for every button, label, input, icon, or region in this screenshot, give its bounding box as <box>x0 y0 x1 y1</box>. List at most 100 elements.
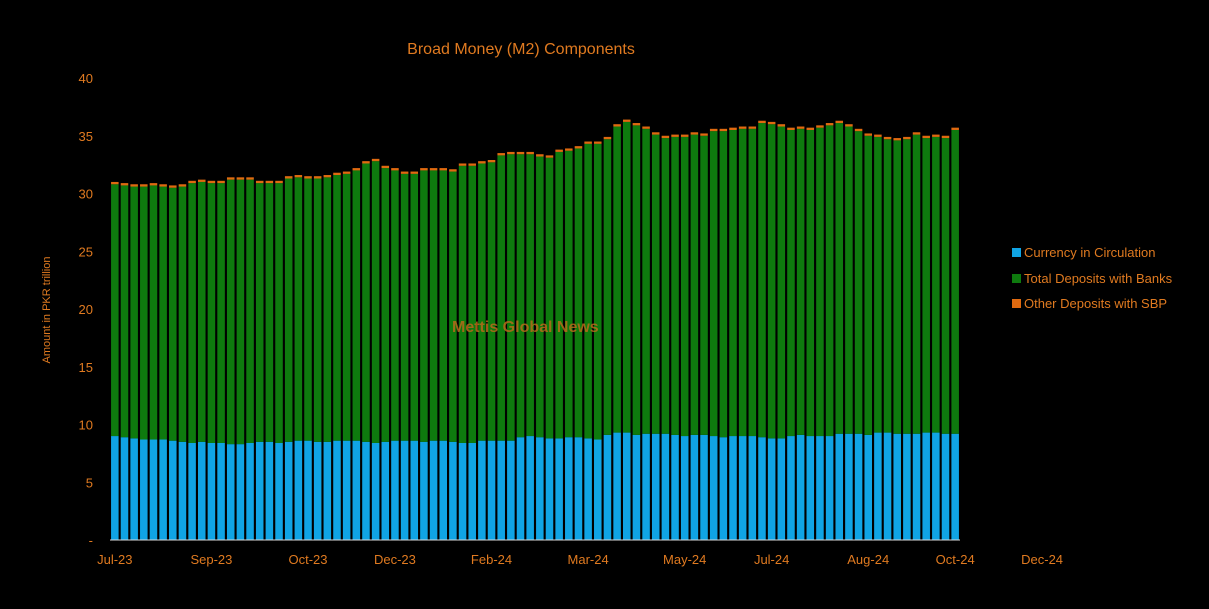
bar-series-1-point-79 <box>874 136 882 433</box>
bar-series-2-point-44 <box>536 154 544 157</box>
bar-series-0-point-62 <box>709 436 718 540</box>
bar-series-1-point-73 <box>816 127 824 437</box>
bar-series-1-point-56 <box>651 134 660 434</box>
bar-series-2-point-47 <box>565 148 573 151</box>
bar-series-2-point-42 <box>516 151 525 155</box>
bar-series-1-point-78 <box>864 135 872 435</box>
bars-group <box>111 119 959 540</box>
bar-series-0-point-57 <box>661 433 670 540</box>
bar-series-2-point-38 <box>478 161 486 164</box>
bar-series-2-point-82 <box>903 136 911 140</box>
bar-series-0-point-8 <box>188 442 196 540</box>
x-tick-label: Jul-23 <box>97 552 132 567</box>
bar-series-0-point-45 <box>545 438 554 540</box>
bar-series-0-point-81 <box>893 433 901 540</box>
y-axis-label: Amount in PKR trillion <box>41 257 53 364</box>
bar-series-2-point-57 <box>661 135 670 139</box>
bar-series-2-point-54 <box>632 123 641 126</box>
bar-series-0-point-11 <box>217 442 225 540</box>
legend-swatch <box>1012 248 1021 258</box>
bar-series-0-point-49 <box>584 438 592 540</box>
bar-series-1-point-47 <box>565 150 573 438</box>
bar-series-2-point-4 <box>149 183 158 186</box>
bar-series-2-point-60 <box>690 132 699 135</box>
bar-series-1-point-85 <box>932 136 940 433</box>
bar-series-2-point-19 <box>294 175 303 178</box>
bar-series-0-point-50 <box>594 439 602 540</box>
bar-series-0-point-61 <box>700 434 708 540</box>
bar-series-0-point-35 <box>449 441 457 540</box>
y-tick-label: 5 <box>86 475 93 490</box>
bar-series-0-point-59 <box>680 436 689 540</box>
bar-series-2-point-69 <box>777 124 786 127</box>
bar-series-2-point-63 <box>719 128 728 132</box>
bar-series-2-point-74 <box>825 123 834 126</box>
bar-series-1-point-2 <box>130 186 138 439</box>
x-tick-label: Aug-24 <box>847 552 889 567</box>
bar-series-2-point-45 <box>545 155 554 158</box>
bar-series-1-point-14 <box>246 179 254 443</box>
bar-series-1-point-11 <box>217 183 225 443</box>
bar-series-1-point-39 <box>487 162 496 441</box>
bar-series-1-point-4 <box>149 185 158 440</box>
bar-series-0-point-12 <box>226 444 235 540</box>
bar-series-1-point-48 <box>574 148 583 438</box>
bar-series-2-point-48 <box>574 146 583 149</box>
bar-series-2-point-14 <box>246 177 254 180</box>
y-tick-label: 20 <box>79 302 93 317</box>
bar-series-1-point-29 <box>391 170 399 441</box>
legend: Currency in Circulation Total Deposits wi… <box>1012 240 1172 317</box>
bar-series-1-point-16 <box>265 183 274 442</box>
bar-series-0-point-10 <box>207 442 216 540</box>
bar-series-0-point-58 <box>671 434 679 540</box>
bar-series-1-point-28 <box>381 168 390 442</box>
bar-series-2-point-87 <box>951 127 959 130</box>
bar-series-1-point-70 <box>787 129 795 437</box>
bar-series-2-point-25 <box>352 168 361 171</box>
bar-series-1-point-24 <box>342 173 351 441</box>
bar-series-0-point-55 <box>642 433 650 540</box>
bar-series-1-point-18 <box>284 178 293 442</box>
bar-series-1-point-61 <box>700 135 708 435</box>
bar-series-0-point-54 <box>632 434 641 540</box>
y-tick-label: 40 <box>79 71 93 86</box>
bar-series-2-point-55 <box>642 126 650 129</box>
y-tick-label: 35 <box>79 129 93 144</box>
bar-series-2-point-3 <box>140 184 148 187</box>
bar-series-0-point-73 <box>816 436 824 540</box>
bar-series-0-point-84 <box>922 432 930 540</box>
bar-series-2-point-51 <box>603 136 612 140</box>
bar-series-2-point-52 <box>613 124 621 127</box>
bar-series-2-point-20 <box>304 176 312 179</box>
bar-series-0-point-43 <box>526 436 534 540</box>
bar-series-1-point-3 <box>140 186 148 440</box>
bar-series-0-point-86 <box>941 433 950 540</box>
y-tick-label: 10 <box>79 418 93 433</box>
bar-series-1-point-57 <box>661 138 670 434</box>
bar-series-1-point-84 <box>922 138 930 433</box>
bar-series-1-point-7 <box>178 186 187 442</box>
bar-series-0-point-1 <box>120 437 129 540</box>
x-tick-label: Oct-23 <box>289 552 328 567</box>
bar-series-2-point-61 <box>700 133 708 136</box>
bar-series-1-point-80 <box>883 139 892 433</box>
bar-series-0-point-72 <box>806 436 815 540</box>
bar-series-0-point-38 <box>478 440 486 540</box>
bar-series-2-point-78 <box>864 133 872 136</box>
bar-series-2-point-6 <box>169 185 177 188</box>
bar-series-2-point-12 <box>226 177 235 180</box>
bar-series-2-point-75 <box>835 120 844 124</box>
bar-series-1-point-22 <box>323 177 332 442</box>
bar-series-1-point-5 <box>159 186 167 440</box>
bar-series-2-point-81 <box>893 138 901 141</box>
bar-series-0-point-60 <box>690 434 699 540</box>
bar-series-0-point-64 <box>729 436 737 540</box>
legend-item-0: Currency in Circulation <box>1012 240 1172 266</box>
bar-series-2-point-0 <box>111 181 119 185</box>
bar-series-2-point-68 <box>767 121 776 125</box>
bar-series-0-point-70 <box>787 436 795 540</box>
bar-series-2-point-36 <box>458 163 467 166</box>
bar-series-0-point-21 <box>313 441 322 540</box>
bar-series-1-point-33 <box>429 170 438 441</box>
legend-label: Other Deposits with SBP <box>1024 296 1168 312</box>
